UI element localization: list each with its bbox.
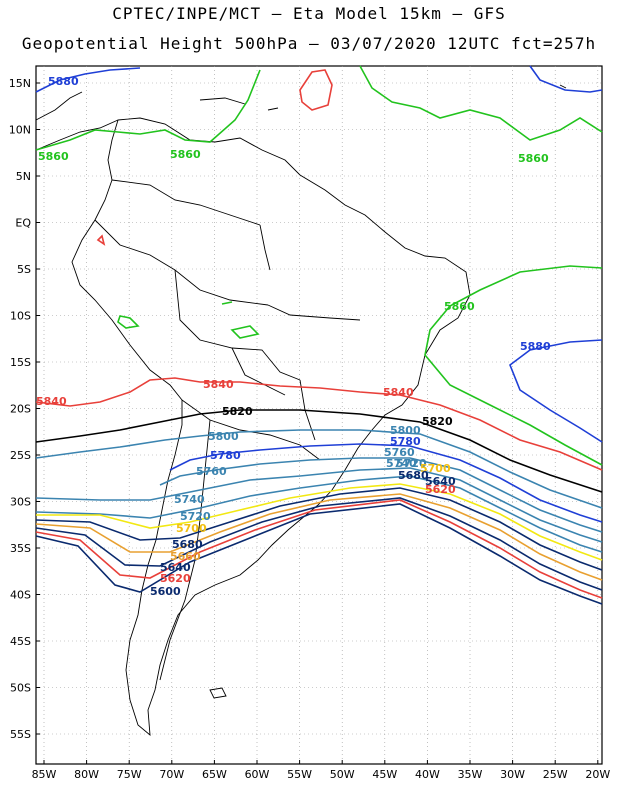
contour-label: 5640 xyxy=(425,475,456,488)
contour-label: 5760 xyxy=(196,465,227,478)
lon-tick-label: 70W xyxy=(159,768,184,781)
lon-tick-label: 20W xyxy=(585,768,610,781)
contour-label: 5620 xyxy=(160,572,191,585)
contour-label: 5700 xyxy=(176,522,207,535)
contour-label: 5860 xyxy=(518,152,549,165)
contour-5660 xyxy=(35,493,603,581)
map-title-line2: Geopotential Height 500hPa – 03/07/2020 … xyxy=(21,34,597,53)
contour-5840-main xyxy=(35,377,603,471)
contour-label: 5740 xyxy=(174,493,205,506)
contour-5860-north xyxy=(35,69,261,151)
lon-tick-label: 25W xyxy=(543,768,568,781)
coastline xyxy=(35,84,567,737)
contour-5680 xyxy=(35,487,603,571)
contour-label: 5780 xyxy=(210,449,241,462)
contour-label: 5840 xyxy=(383,386,414,399)
lon-tick-label: 75W xyxy=(117,768,142,781)
contour-5600 xyxy=(35,503,603,605)
lat-tick-label: 5S xyxy=(17,263,31,276)
lat-tick-label: 50S xyxy=(10,682,31,695)
contour-5820 xyxy=(35,409,603,493)
contour-5840-blob xyxy=(299,69,333,111)
contour-label: 5740 xyxy=(386,457,417,470)
lon-tick-label: 85W xyxy=(32,768,57,781)
contour-5880-east xyxy=(509,339,603,443)
lat-tick-label: 5N xyxy=(16,170,31,183)
lat-tick-label: 35S xyxy=(10,542,31,555)
contour-label: 5720 xyxy=(180,510,211,523)
contour-label: 5860 xyxy=(38,150,69,163)
lat-tick-label: 10S xyxy=(10,310,31,323)
lat-tick-label: EQ xyxy=(15,217,31,230)
lon-tick-label: 55W xyxy=(287,768,312,781)
contour-5860-east xyxy=(424,265,603,466)
lat-tick-label: 55S xyxy=(10,728,31,741)
contour-label: 5660 xyxy=(170,550,201,563)
contour-label: 5880 xyxy=(48,75,79,88)
lat-tick-label: 15N xyxy=(9,77,31,90)
latitude-axis: 15N 10N 5N EQ 5S 10S 15S 20S 25S 30S 35S 40S 45S 50S 5… xyxy=(9,77,40,741)
contour-label: 5820 xyxy=(422,415,453,428)
contour-label: 5840 xyxy=(203,378,234,391)
contour-label: 5820 xyxy=(222,405,253,418)
lon-tick-label: 35W xyxy=(458,768,483,781)
lat-tick-label: 40S xyxy=(10,589,31,602)
contour-label: 5780 xyxy=(390,435,421,448)
contour-label: 5860 xyxy=(444,300,475,313)
lon-tick-label: 45W xyxy=(372,768,397,781)
map-title-line1: CPTEC/INPE/MCT – Eta Model 15km – GFS xyxy=(112,4,506,23)
contour-label: 5620 xyxy=(425,483,456,496)
contour-label: 5760 xyxy=(384,446,415,459)
contour-5720 xyxy=(35,475,603,553)
lat-tick-label: 45S xyxy=(10,635,31,648)
lon-tick-label: 60W xyxy=(245,768,270,781)
contour-label: 5680 xyxy=(172,538,203,551)
lat-tick-label: 10N xyxy=(9,124,31,137)
contour-5800 xyxy=(35,429,603,509)
contour-5780 xyxy=(169,443,603,523)
contour-label: 5860 xyxy=(170,148,201,161)
contour-5860-blob1 xyxy=(117,315,140,329)
contour-5760 xyxy=(159,457,603,533)
lat-tick-label: 15S xyxy=(10,356,31,369)
contour-label: 5680 xyxy=(398,469,429,482)
lon-tick-label: 50W xyxy=(330,768,355,781)
contour-5860-ne xyxy=(359,65,603,141)
contour-label: 5700 xyxy=(420,462,451,475)
contour-5740 xyxy=(35,467,603,543)
contour-5620 xyxy=(35,499,603,599)
contour-label: 5800 xyxy=(208,430,239,443)
contour-label: 5640 xyxy=(160,561,191,574)
longitude-axis: 85W 80W 75W 70W 65W 60W 55W 50W 45W 40W 35W 30W 25W 2… xyxy=(32,760,610,781)
lon-tick-label: 40W xyxy=(415,768,440,781)
contour-label: 5840 xyxy=(36,395,67,408)
contour-5880-ne xyxy=(529,65,603,93)
contour-lines xyxy=(35,65,603,605)
contour-labels: 5880 5860 5860 5860 5860 5880 5840 5840 … xyxy=(36,75,551,598)
contour-5640 xyxy=(35,497,603,591)
lat-tick-label: 20S xyxy=(10,403,31,416)
contour-label: 5880 xyxy=(520,340,551,353)
lon-tick-label: 80W xyxy=(74,768,99,781)
contour-label: 5600 xyxy=(150,585,181,598)
contour-5880-north xyxy=(35,67,141,93)
map-gridlines xyxy=(36,66,602,764)
lon-tick-label: 30W xyxy=(500,768,525,781)
contour-5860-blob2 xyxy=(230,325,260,339)
contour-label: 5720 xyxy=(396,457,427,470)
contour-label: 5800 xyxy=(390,424,421,437)
lat-tick-label: 25S xyxy=(10,449,31,462)
map-frame xyxy=(35,65,603,765)
contour-5700 xyxy=(36,483,603,561)
lon-tick-label: 65W xyxy=(202,768,227,781)
lat-tick-label: 30S xyxy=(10,496,31,509)
